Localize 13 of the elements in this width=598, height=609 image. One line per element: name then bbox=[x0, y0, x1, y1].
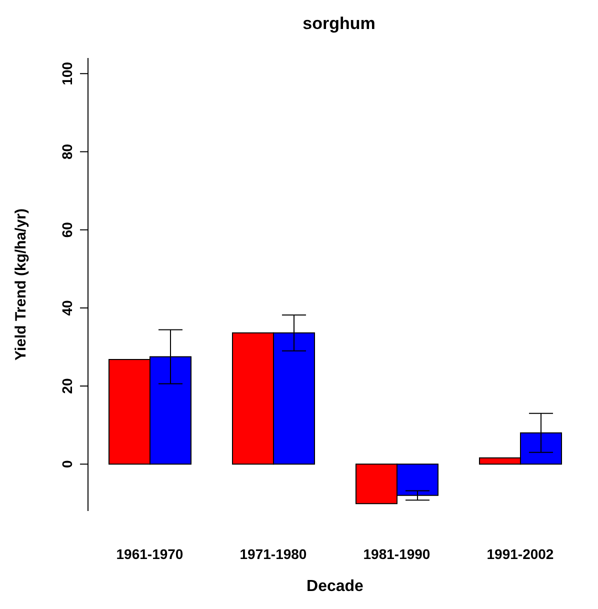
x-tick-label: 1981-1990 bbox=[363, 546, 430, 562]
y-tick-label: 40 bbox=[59, 300, 75, 316]
y-tick-label: 20 bbox=[59, 378, 75, 394]
x-tick-label: 1961-1970 bbox=[116, 546, 184, 562]
x-axis-title: Decade bbox=[306, 578, 364, 595]
y-tick-label: 80 bbox=[59, 144, 75, 160]
x-tick-label: 1971-1980 bbox=[240, 546, 307, 562]
y-axis-title: Yield Trend (kg/ha/yr) bbox=[12, 208, 30, 360]
y-tick-label: 100 bbox=[59, 62, 75, 86]
y-tick-label: 60 bbox=[59, 222, 75, 238]
x-tick-label: 1991-2002 bbox=[486, 546, 554, 562]
chart-title: sorghum bbox=[302, 14, 376, 34]
y-tick-label: 0 bbox=[59, 460, 75, 468]
